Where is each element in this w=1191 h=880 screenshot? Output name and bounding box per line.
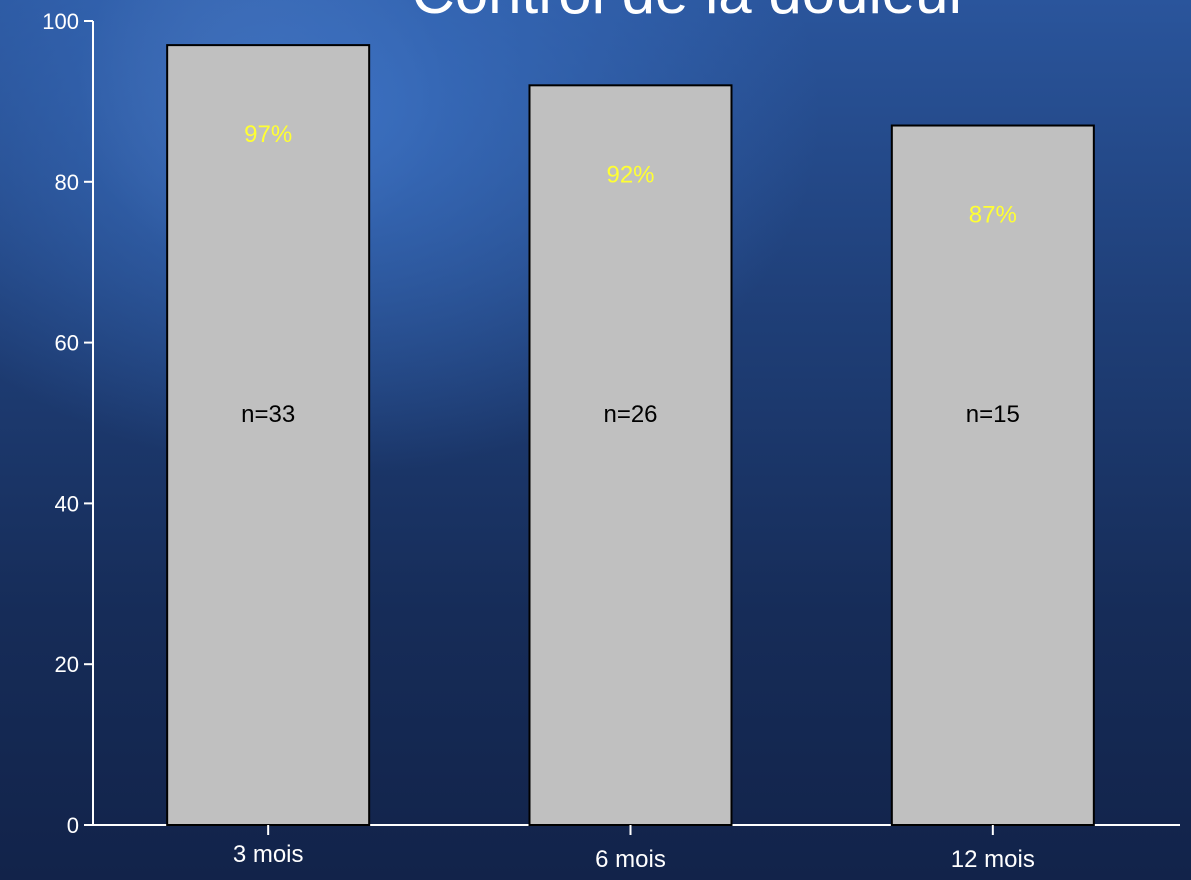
x-tick-label: 6 mois (595, 846, 666, 873)
x-tick-label: 12 mois (951, 846, 1035, 873)
bar-n-label: n=15 (966, 401, 1020, 428)
x-tick-label: 3 mois (233, 841, 304, 868)
y-tick-label: 80 (55, 170, 79, 195)
y-tick-label: 0 (67, 813, 79, 838)
bar-value-label: 92% (606, 161, 654, 188)
y-tick-label: 60 (55, 331, 79, 356)
y-tick-label: 20 (55, 652, 79, 677)
bar-value-label: 97% (244, 121, 292, 148)
bar (166, 44, 371, 827)
chart-title: Contrôl de la douleur (330, 0, 1050, 27)
bar (528, 84, 733, 826)
bar-value-label: 87% (969, 202, 1017, 229)
bar-n-label: n=33 (241, 401, 295, 428)
y-tick-label: 40 (55, 491, 79, 516)
bar (890, 124, 1095, 826)
y-tick-label: 100 (42, 9, 79, 34)
bar-n-label: n=26 (603, 401, 657, 428)
